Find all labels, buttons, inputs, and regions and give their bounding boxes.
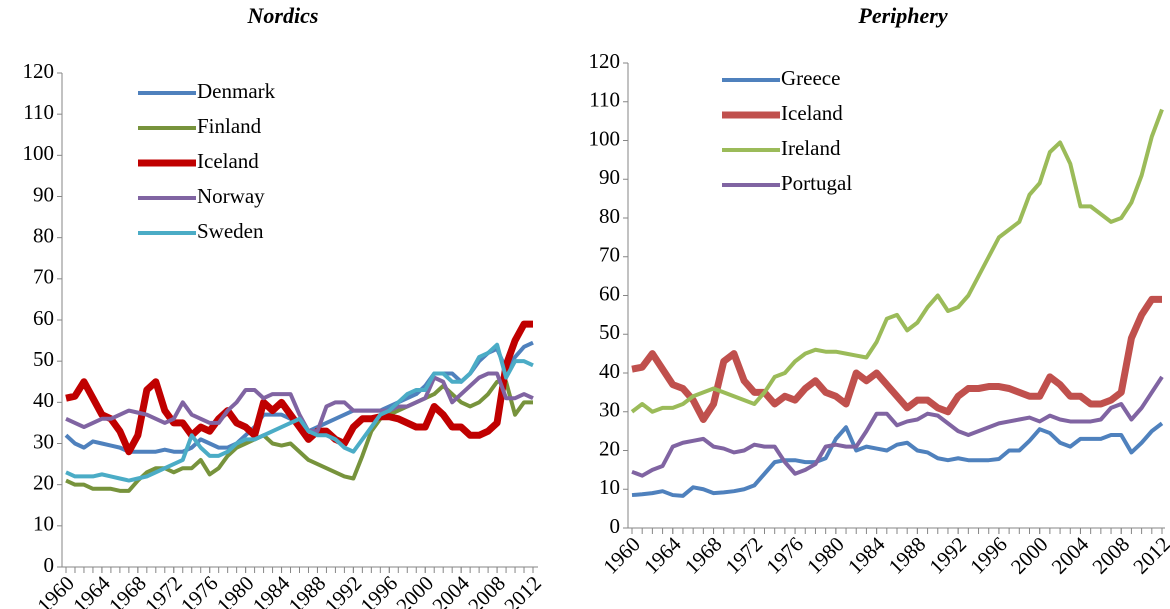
x-tick-label: 2012 bbox=[1128, 532, 1170, 579]
series-line bbox=[65, 342, 534, 483]
y-tick-label: 100 bbox=[589, 126, 621, 150]
x-tick-label: 2000 bbox=[1006, 532, 1053, 579]
y-tick-label: 120 bbox=[589, 49, 621, 73]
x-tick-label: 2004 bbox=[1047, 532, 1094, 579]
x-tick-label: 1984 bbox=[843, 532, 890, 579]
y-tick-label: 60 bbox=[33, 306, 54, 330]
chart-title: Periphery bbox=[857, 3, 947, 28]
chart-title: Nordics bbox=[247, 3, 319, 28]
legend-label: Iceland bbox=[197, 149, 259, 173]
y-tick-label: 120 bbox=[23, 59, 55, 83]
y-tick-label: 20 bbox=[599, 436, 620, 460]
x-tick-label: 1980 bbox=[802, 532, 849, 579]
y-tick-label: 30 bbox=[599, 398, 620, 422]
y-tick-label: 40 bbox=[33, 388, 54, 412]
series-line bbox=[65, 320, 533, 456]
legend-label: Greece bbox=[781, 66, 840, 90]
y-tick-label: 70 bbox=[33, 265, 54, 289]
y-tick-label: 90 bbox=[33, 182, 54, 206]
y-tick-label: 100 bbox=[23, 141, 55, 165]
y-tick-label: 60 bbox=[599, 281, 620, 305]
y-tick-label: 110 bbox=[23, 100, 54, 124]
legend-label: Finland bbox=[197, 114, 262, 138]
series-line bbox=[65, 371, 534, 434]
y-tick-label: 0 bbox=[610, 514, 621, 538]
legend-label: Sweden bbox=[197, 219, 264, 243]
legend-label: Ireland bbox=[781, 136, 841, 160]
y-tick-label: 10 bbox=[599, 475, 620, 499]
y-tick-label: 50 bbox=[599, 320, 620, 344]
x-tick-label: 1988 bbox=[884, 532, 931, 579]
x-tick-label: 1996 bbox=[965, 532, 1012, 579]
legend-label: Portugal bbox=[781, 171, 852, 195]
x-tick-label: 1972 bbox=[721, 532, 768, 579]
series-line bbox=[631, 375, 1164, 478]
x-tick-label: 2008 bbox=[1088, 532, 1135, 579]
y-tick-label: 80 bbox=[599, 204, 620, 228]
y-tick-label: 110 bbox=[589, 88, 620, 112]
legend-label: Denmark bbox=[197, 79, 276, 103]
y-tick-label: 80 bbox=[33, 223, 54, 247]
x-tick-label: 1960 bbox=[598, 532, 645, 579]
legend-label: Norway bbox=[197, 184, 265, 208]
series-line bbox=[65, 379, 533, 493]
series-line bbox=[631, 421, 1164, 498]
y-tick-label: 50 bbox=[33, 347, 54, 371]
y-tick-label: 70 bbox=[599, 243, 620, 267]
y-tick-label: 30 bbox=[33, 429, 54, 453]
y-tick-label: 0 bbox=[44, 553, 55, 577]
y-tick-label: 90 bbox=[599, 165, 620, 189]
y-tick-label: 20 bbox=[33, 470, 54, 494]
y-tick-label: 10 bbox=[33, 512, 54, 536]
x-tick-label: 1992 bbox=[924, 532, 971, 579]
series-line bbox=[630, 108, 1164, 414]
y-tick-label: 40 bbox=[599, 359, 620, 383]
series-line bbox=[631, 295, 1162, 423]
x-tick-label: 1968 bbox=[680, 532, 727, 579]
x-tick-label: 1964 bbox=[639, 532, 686, 579]
x-tick-label: 1976 bbox=[761, 532, 808, 579]
legend-label: Iceland bbox=[781, 101, 843, 125]
